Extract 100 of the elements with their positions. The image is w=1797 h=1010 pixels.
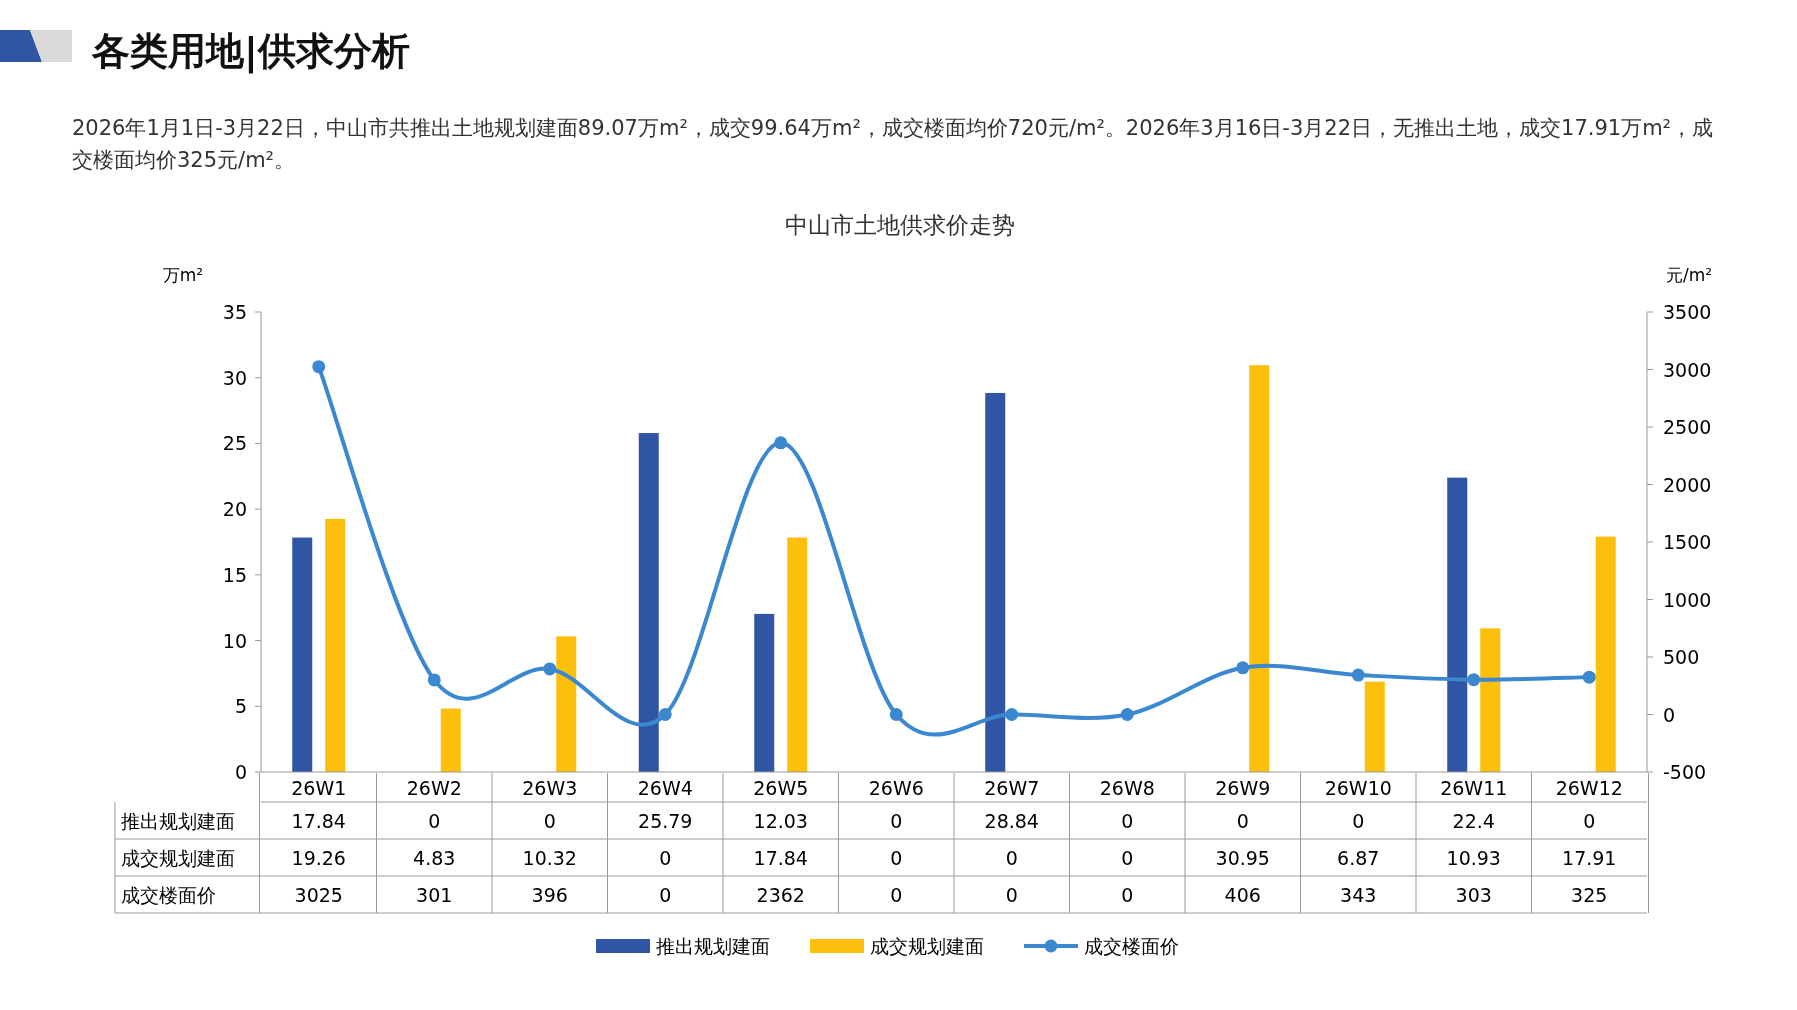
y2-tick-label: 2500 [1663, 416, 1712, 438]
data-label: 0 [1352, 810, 1365, 832]
data-label: 0 [890, 884, 903, 906]
data-label: 10.93 [1446, 847, 1501, 869]
y-tick-label: 5 [234, 695, 247, 718]
x-tick-label: 26W10 [1324, 777, 1392, 799]
data-label: 0 [1005, 884, 1018, 906]
data-label: 396 [531, 884, 568, 906]
bar [754, 613, 775, 772]
bar [1249, 365, 1270, 772]
y2-tick-label: 1000 [1663, 588, 1712, 611]
data-label: 28.84 [984, 810, 1039, 832]
data-label: 0 [428, 810, 441, 832]
x-tick-label: 26W11 [1440, 777, 1508, 799]
bar [985, 392, 1006, 772]
data-label: 12.03 [753, 810, 808, 832]
y-axis-title: 万m² [162, 265, 204, 285]
data-label: 4.83 [413, 847, 456, 869]
bar [1364, 681, 1385, 772]
data-label: 0 [1005, 847, 1018, 869]
data-label: 30.95 [1215, 847, 1270, 869]
y-tick-label: 30 [222, 366, 247, 389]
data-label: 0 [1121, 810, 1134, 832]
data-label: 3025 [294, 884, 343, 906]
point [658, 708, 672, 721]
x-tick-label: 26W5 [753, 777, 809, 799]
point [889, 708, 903, 721]
data-label: 17.84 [753, 847, 808, 869]
x-tick-label: 26W1 [291, 777, 347, 799]
data-label: 0 [659, 884, 672, 906]
x-tick-label: 26W6 [868, 777, 924, 799]
bar [440, 708, 461, 772]
y-tick-label: 25 [222, 432, 247, 455]
y2-tick-label: 3500 [1663, 301, 1712, 323]
text: 成交楼面价 [121, 884, 216, 906]
text: 各类用地|供求分析 [91, 29, 410, 74]
data-label: 0 [890, 810, 903, 832]
y2-tick-label: 500 [1663, 646, 1700, 668]
text: 成交规划建面 [121, 847, 235, 869]
point [312, 360, 326, 374]
chart-title: 中山市土地供求价走势 [785, 212, 1015, 238]
y-tick-label: 15 [222, 563, 247, 586]
data-label: 0 [890, 847, 903, 869]
y2-tick-label: 3000 [1663, 358, 1712, 381]
data-label: 17.84 [291, 810, 346, 832]
point [1120, 708, 1134, 721]
data-label: 0 [659, 847, 672, 869]
data-label: 0 [1236, 810, 1249, 832]
data-label: 10.32 [522, 847, 577, 869]
y2-tick-label: 1500 [1663, 531, 1712, 553]
bar [325, 518, 346, 772]
bar [1447, 477, 1468, 772]
data-label: 19.26 [291, 847, 346, 869]
data-label: 2362 [756, 884, 805, 906]
y-tick-label: 0 [234, 761, 247, 783]
x-tick-label: 26W3 [522, 777, 578, 799]
data-label: 22.4 [1452, 810, 1495, 832]
x-tick-label: 26W12 [1555, 777, 1623, 799]
data-label: 0 [1121, 847, 1134, 869]
point [427, 673, 441, 687]
x-tick-label: 26W8 [1099, 777, 1155, 799]
point [1351, 668, 1365, 682]
point [1467, 673, 1481, 687]
data-label: 325 [1571, 884, 1608, 906]
x-tick-label: 26W9 [1215, 777, 1271, 799]
bar [1480, 628, 1501, 772]
y-tick-label: 35 [222, 301, 247, 323]
y2-axis-title: 元/m² [1665, 265, 1713, 285]
legend-label: 成交楼面价 [1084, 935, 1179, 957]
bar [1595, 536, 1616, 772]
bar [638, 433, 659, 772]
x-tick-label: 26W7 [984, 777, 1040, 799]
text: 推出规划建面 [121, 810, 235, 832]
bar [787, 537, 808, 772]
data-label: 343 [1340, 884, 1377, 906]
point [1005, 708, 1019, 721]
legend-label: 成交规划建面 [870, 935, 984, 957]
y-tick-label: 10 [222, 629, 247, 652]
data-label: 17.91 [1562, 847, 1617, 869]
y2-tick-label: 0 [1663, 703, 1676, 726]
y2-tick-label: 2000 [1663, 473, 1712, 496]
y-tick-label: 20 [222, 498, 247, 521]
data-label: 0 [543, 810, 556, 832]
point [1236, 661, 1250, 675]
x-tick-label: 26W2 [406, 777, 462, 799]
text: 2026年1月1日-3月22日，中山市共推出土地规划建面89.07万m²，成交99.64万m²，成交楼面均价720元/m²。2026年3月16日-3月22日，无推出土地，成交17.91万m²，成交楼面均价325元/m²。 [72, 115, 1715, 174]
data-label: 406 [1224, 884, 1261, 906]
data-label: 0 [1121, 884, 1134, 906]
data-label: 25.79 [638, 810, 693, 832]
bar [292, 537, 313, 772]
legend-label: 推出规划建面 [656, 935, 770, 957]
y2-tick-label: -500 [1663, 761, 1707, 783]
point [543, 662, 557, 676]
data-label: 303 [1455, 884, 1492, 906]
data-label: 301 [416, 884, 453, 906]
x-tick-label: 26W4 [637, 777, 693, 799]
bar [556, 636, 577, 772]
data-label: 6.87 [1337, 847, 1380, 869]
point [1582, 670, 1596, 684]
data-label: 0 [1583, 810, 1596, 832]
